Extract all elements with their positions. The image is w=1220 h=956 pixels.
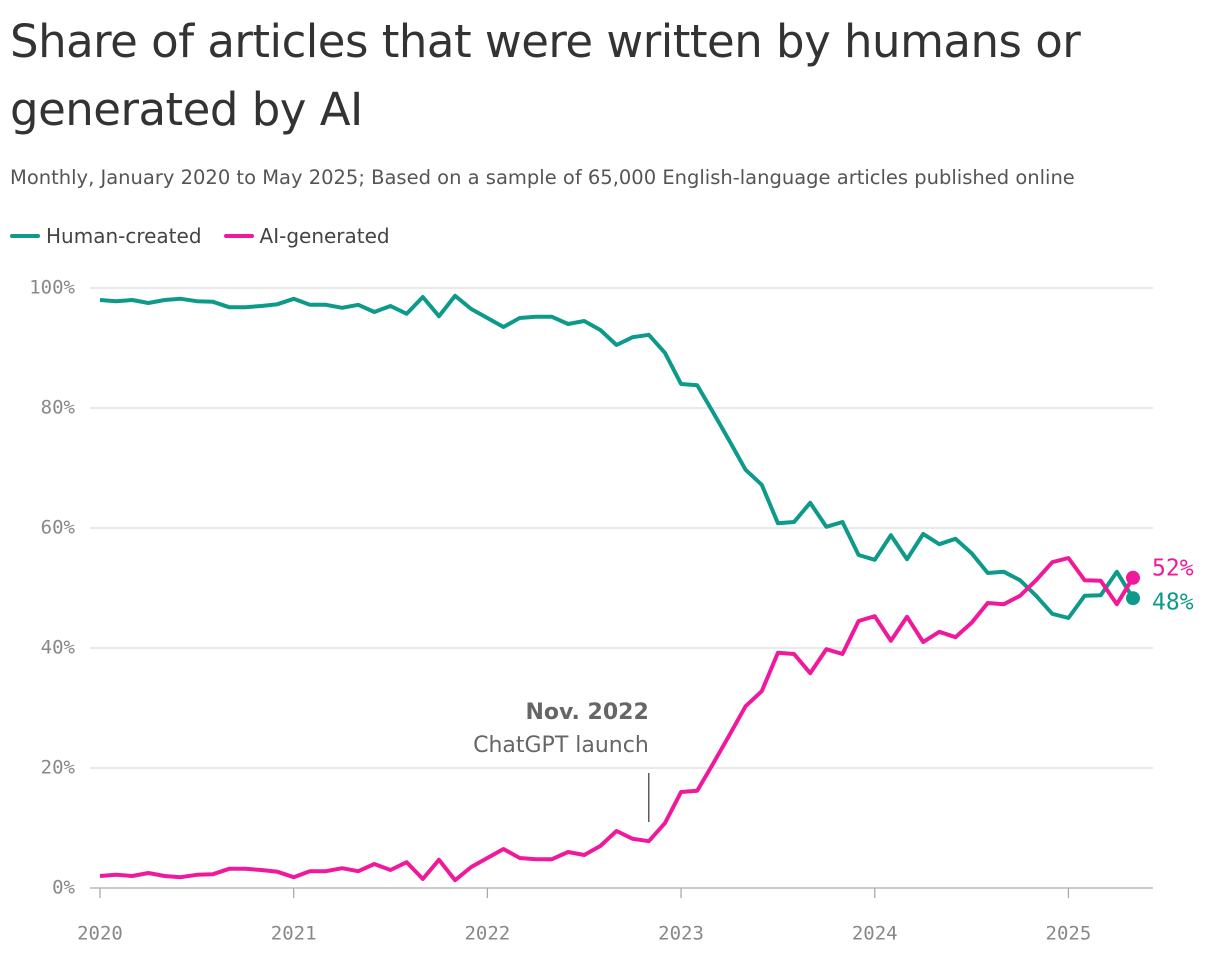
y-tick-label: 20%: [41, 757, 76, 779]
series-line: [99, 556, 1135, 883]
legend-swatch: [223, 234, 254, 238]
legend: Human-created AI-generated: [10, 224, 390, 248]
x-tick-label: 2020: [77, 923, 123, 945]
y-tick-label: 0%: [52, 877, 75, 899]
end-dot: [1126, 591, 1140, 606]
x-tick-label: 2023: [658, 923, 704, 945]
value-label: 48%: [1152, 590, 1194, 616]
legend-item: AI-generated: [223, 224, 390, 248]
legend-item: Human-created: [10, 224, 202, 248]
x-tick-label: 2024: [852, 923, 898, 945]
x-tick-label: 2025: [1046, 923, 1092, 945]
y-tick-label: 60%: [41, 517, 76, 539]
x-tick-label: 2021: [271, 923, 317, 945]
series-line: [99, 293, 1135, 620]
y-tick-label: 100%: [29, 277, 75, 299]
y-tick-label: 40%: [41, 637, 76, 659]
legend-swatch: [10, 234, 40, 238]
end-dot: [1126, 570, 1140, 585]
value-label: 52%: [1152, 555, 1194, 581]
chart-title: Share of articles that were written by h…: [10, 15, 1081, 136]
legend-label: Human-created: [46, 224, 202, 248]
legend-label: AI-generated: [259, 224, 390, 248]
chart-subtitle: Monthly, January 2020 to May 2025; Based…: [10, 166, 1075, 189]
annotation-title: Nov. 2022: [525, 700, 648, 725]
x-tick-label: 2022: [464, 923, 510, 945]
y-tick-label: 80%: [41, 397, 76, 419]
annotation-text: ChatGPT launch: [473, 733, 649, 758]
